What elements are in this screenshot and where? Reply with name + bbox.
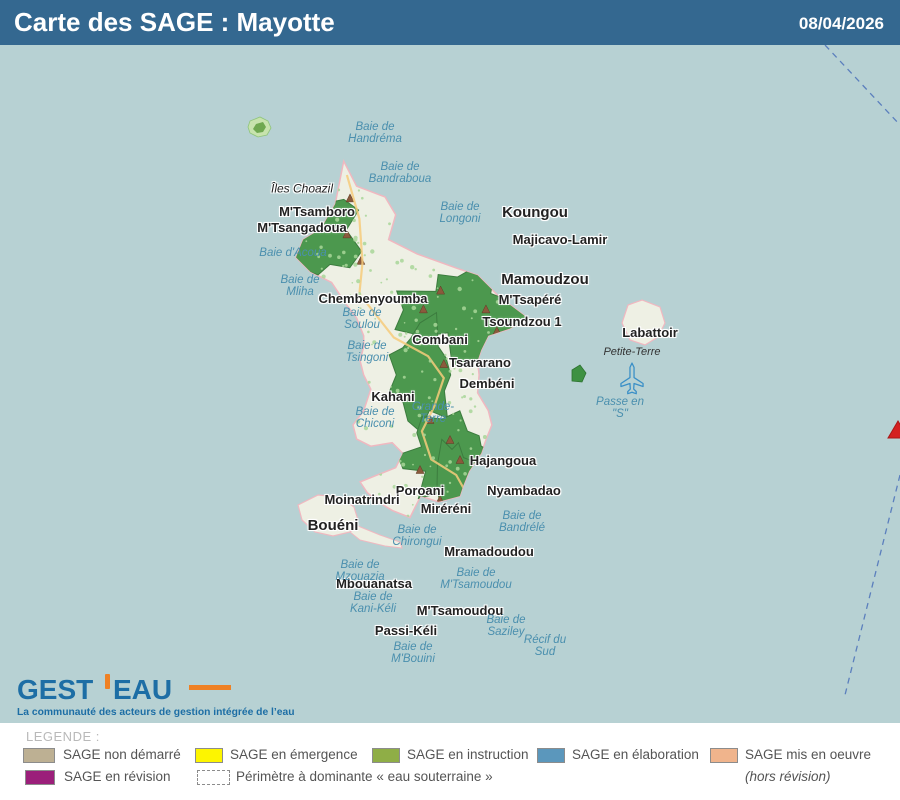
svg-text:La communauté des acteurs de g: La communauté des acteurs de gestion int… xyxy=(17,707,295,718)
svg-text:EAU: EAU xyxy=(113,674,172,705)
svg-text:GEST: GEST xyxy=(17,674,93,705)
